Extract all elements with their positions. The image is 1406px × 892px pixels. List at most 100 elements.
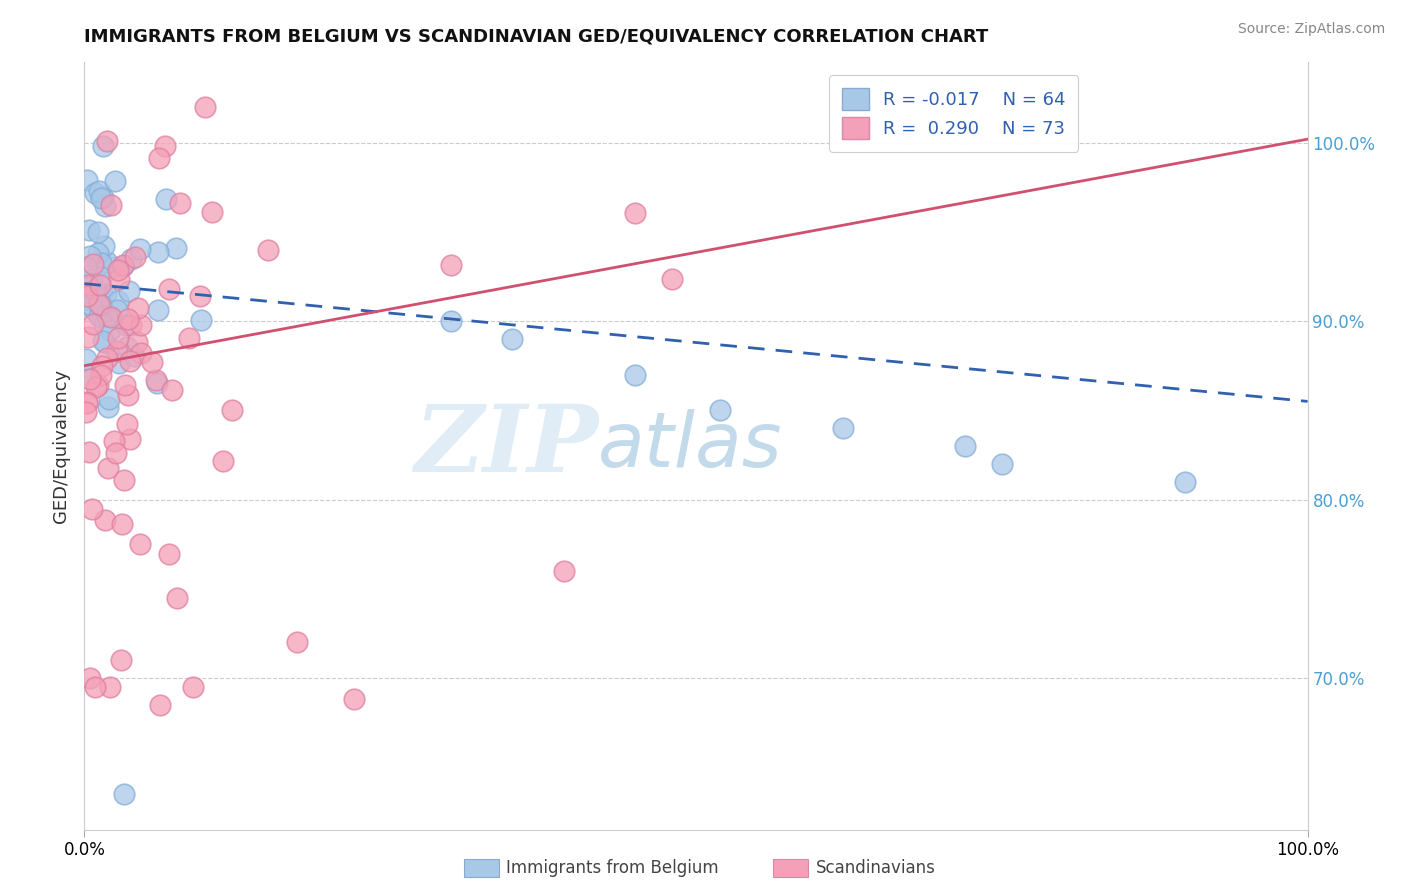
Point	[91, 334, 114, 349]
Point	[91, 139, 114, 153]
Point	[100, 310, 122, 324]
Point	[107, 271, 129, 285]
Point	[115, 340, 138, 354]
Point	[146, 244, 169, 259]
Point	[103, 434, 125, 448]
Point	[77, 278, 100, 293]
Point	[165, 241, 187, 255]
Point	[87, 378, 110, 392]
Point	[101, 260, 124, 275]
Point	[94, 336, 117, 351]
Point	[624, 368, 647, 382]
Point	[76, 172, 98, 186]
Point	[96, 134, 118, 148]
Point	[160, 383, 183, 397]
Point	[86, 226, 108, 240]
Text: Scandinavians: Scandinavians	[815, 859, 935, 877]
Point	[105, 343, 128, 358]
Legend: R = -0.017    N = 64, R =  0.290    N = 73: R = -0.017 N = 64, R = 0.290 N = 73	[830, 75, 1078, 152]
Point	[105, 446, 128, 460]
Point	[94, 513, 117, 527]
Point	[440, 314, 463, 328]
Point	[91, 190, 114, 204]
Point	[76, 368, 98, 383]
Point	[194, 100, 217, 114]
Point	[97, 392, 120, 406]
Point	[75, 260, 97, 274]
Point	[128, 537, 150, 551]
Point	[188, 289, 211, 303]
Point	[146, 376, 169, 390]
Point	[831, 421, 853, 435]
Point	[94, 199, 117, 213]
Point	[80, 272, 103, 286]
Point	[84, 285, 107, 299]
Point	[76, 395, 98, 409]
Point	[107, 263, 129, 277]
Point	[107, 293, 129, 308]
Point	[75, 405, 97, 419]
Point	[117, 417, 139, 432]
Point	[153, 139, 176, 153]
Point	[76, 396, 98, 410]
Point	[110, 653, 132, 667]
Point	[76, 330, 98, 344]
Point	[90, 368, 112, 383]
Point	[79, 249, 101, 263]
Point	[82, 257, 104, 271]
Point	[166, 591, 188, 605]
Point	[104, 174, 127, 188]
Point	[661, 272, 683, 286]
Point	[111, 258, 134, 272]
Point	[141, 355, 163, 369]
Point	[83, 680, 105, 694]
Point	[87, 245, 110, 260]
Point	[149, 698, 172, 712]
Point	[124, 250, 146, 264]
Point	[117, 388, 139, 402]
Point	[87, 297, 110, 311]
Point	[256, 243, 278, 257]
Point	[79, 671, 101, 685]
Point	[118, 353, 141, 368]
Point	[146, 303, 169, 318]
Point	[100, 198, 122, 212]
Point	[118, 284, 141, 298]
Point	[75, 352, 97, 367]
Point	[97, 400, 120, 414]
Point	[127, 301, 149, 316]
Point	[87, 299, 110, 313]
Point	[87, 310, 110, 324]
Point	[201, 204, 224, 219]
Point	[953, 439, 976, 453]
Point	[93, 317, 115, 331]
Point	[212, 454, 235, 468]
Point	[97, 461, 120, 475]
Point	[82, 291, 104, 305]
Point	[148, 151, 170, 165]
Point	[1174, 475, 1197, 489]
Point	[120, 318, 142, 333]
Point	[285, 635, 308, 649]
Point	[709, 403, 731, 417]
Point	[100, 680, 122, 694]
Point	[80, 502, 103, 516]
Point	[84, 379, 107, 393]
Point	[112, 787, 135, 801]
Point	[80, 298, 103, 312]
Text: atlas: atlas	[598, 409, 783, 483]
Point	[624, 206, 647, 220]
Text: Immigrants from Belgium: Immigrants from Belgium	[506, 859, 718, 877]
Point	[79, 372, 101, 386]
Point	[991, 457, 1014, 471]
Point	[105, 302, 128, 317]
Point	[90, 270, 112, 285]
Point	[77, 444, 100, 458]
Point	[83, 283, 105, 297]
Text: ZIP: ZIP	[413, 401, 598, 491]
Point	[87, 184, 110, 198]
Point	[90, 359, 112, 374]
Point	[343, 692, 366, 706]
Point	[122, 349, 145, 363]
Point	[112, 259, 135, 273]
